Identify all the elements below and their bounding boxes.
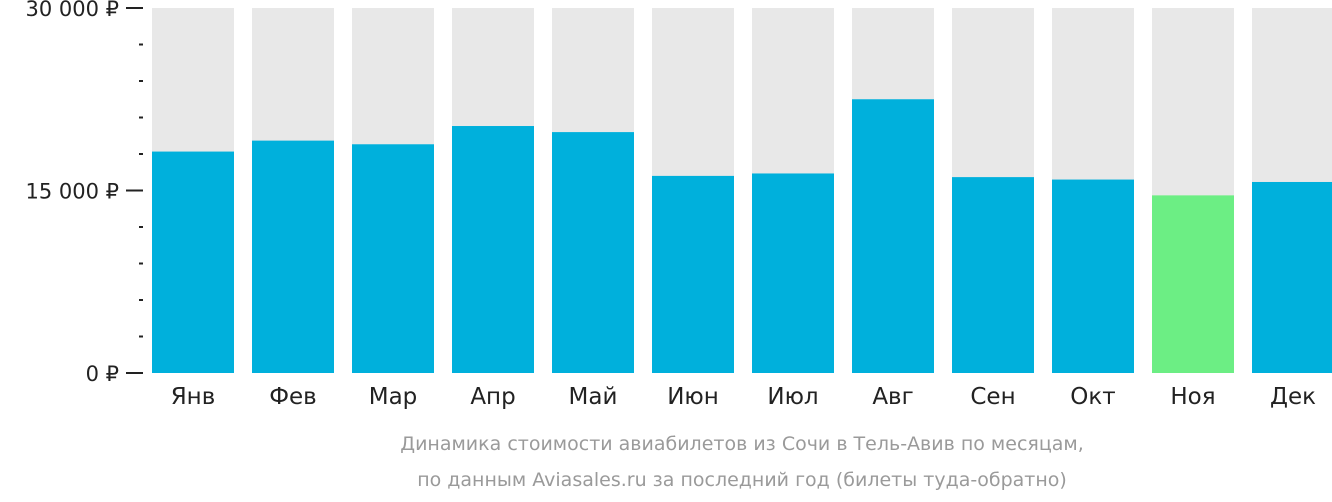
- chart-caption-line-2: по данным Aviasales.ru за последний год …: [417, 469, 1067, 491]
- bar-Май[interactable]: [552, 132, 634, 373]
- x-tick-label: Мар: [369, 384, 418, 410]
- x-tick-label: Фев: [269, 384, 317, 410]
- chart-caption-line-1: Динамика стоимости авиабилетов из Сочи в…: [400, 433, 1084, 455]
- bar-Фев[interactable]: [252, 140, 334, 373]
- bars-group: [152, 8, 1332, 374]
- y-tick-label: 15 000 ₽: [25, 180, 119, 204]
- bar-Ноя[interactable]: [1152, 195, 1234, 373]
- x-tick-label: Сен: [970, 384, 1015, 410]
- bar-Янв[interactable]: [152, 151, 234, 373]
- bar-Июл[interactable]: [752, 173, 834, 373]
- bar-Сен[interactable]: [952, 177, 1034, 373]
- bar-Июн[interactable]: [652, 175, 734, 373]
- x-tick-label: Май: [569, 384, 618, 410]
- x-tick-label: Дек: [1270, 384, 1316, 410]
- x-tick-label: Окт: [1070, 384, 1115, 410]
- price-bar-chart: 0 ₽ 15 000 ₽ 30 000 ₽ Янв Фев Мар Апр Май Июн Ию…: [25, 0, 1332, 410]
- bar-Окт[interactable]: [1052, 179, 1134, 373]
- x-tick-label: Июн: [667, 384, 719, 410]
- y-tick-label: 30 000 ₽: [25, 0, 119, 21]
- x-tick-label: Ноя: [1170, 384, 1215, 410]
- bar-Апр[interactable]: [452, 126, 534, 374]
- y-tick-label: 0 ₽: [86, 362, 119, 386]
- bar-Дек[interactable]: [1252, 181, 1332, 373]
- x-tick-label: Апр: [470, 384, 515, 410]
- y-axis: 0 ₽ 15 000 ₽ 30 000 ₽: [25, 0, 143, 386]
- bar-Авг[interactable]: [852, 99, 934, 373]
- x-tick-label: Авг: [872, 384, 913, 410]
- x-axis-labels: Янв Фев Мар Апр Май Июн Июл Авг Сен Окт Ноя Дек: [171, 384, 1316, 410]
- bar-Мар[interactable]: [352, 144, 434, 373]
- x-tick-label: Июл: [767, 384, 818, 410]
- x-tick-label: Янв: [171, 384, 216, 410]
